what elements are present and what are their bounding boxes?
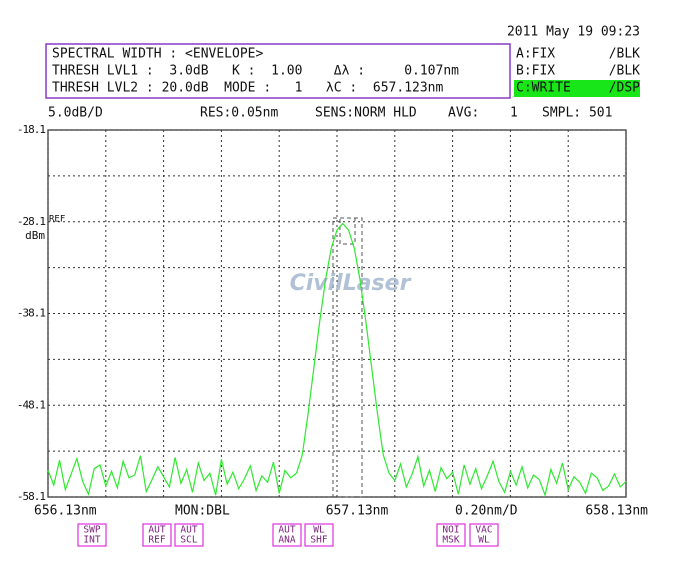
status: SENS:NORM HLD bbox=[315, 106, 417, 121]
softkey-label: AUT bbox=[148, 525, 165, 536]
softkey-label: AUT bbox=[180, 525, 197, 536]
span-label: 0.20nm/D bbox=[455, 504, 518, 519]
x-tick-label: 656.13nm bbox=[34, 504, 97, 519]
status: 5.0dB/D bbox=[48, 106, 103, 121]
info-box bbox=[45, 43, 511, 99]
y-tick-label: -28.1 bbox=[17, 215, 45, 228]
softkey-label: WL bbox=[313, 525, 325, 536]
unit-label: dBm bbox=[25, 229, 45, 242]
softkey-label: WL bbox=[478, 535, 490, 546]
softkey-label: SWP bbox=[83, 525, 100, 536]
info-line: THRESH LVL2 : 20.0dB MODE : 1 λC : 657.1… bbox=[52, 81, 444, 96]
softkey bbox=[436, 523, 466, 547]
softkey bbox=[272, 523, 302, 547]
info-line: THRESH LVL1 : 3.0dB K : 1.00 Δλ : 0.107n… bbox=[52, 64, 459, 79]
info-line: SPECTRAL WIDTH : <ENVELOPE> bbox=[52, 47, 263, 62]
ref-label: REF bbox=[49, 214, 65, 224]
softkey-label: AUT bbox=[278, 525, 295, 536]
status: RES:0.05nm bbox=[200, 106, 278, 121]
softkey-label: MSK bbox=[442, 535, 459, 546]
softkey bbox=[142, 523, 172, 547]
softkey-label: SHF bbox=[310, 535, 327, 546]
softkey bbox=[174, 523, 204, 547]
y-tick-label: -38.1 bbox=[17, 307, 45, 320]
status: AVG: bbox=[448, 106, 479, 121]
trace-mode: /DSP bbox=[609, 81, 640, 96]
y-tick-label: -18.1 bbox=[17, 123, 45, 136]
trace-mode: /BLK bbox=[609, 64, 640, 79]
softkey bbox=[469, 523, 499, 547]
softkey-label: REF bbox=[148, 535, 165, 546]
y-tick-label: -58.1 bbox=[17, 490, 45, 503]
y-tick-label: -48.1 bbox=[17, 398, 45, 411]
watermark: CivilLaser bbox=[290, 271, 412, 296]
x-tick-label: 657.13nm bbox=[326, 504, 389, 519]
softkey-label: NOI bbox=[442, 525, 459, 536]
spectrum-line bbox=[47, 222, 627, 498]
trace-label: C:WRITE bbox=[516, 81, 571, 96]
trace-mode: /BLK bbox=[609, 47, 640, 62]
softkey-label: INT bbox=[83, 535, 100, 546]
softkey-label: VAC bbox=[475, 525, 492, 536]
status: 1 bbox=[510, 106, 518, 121]
date: 2011 May 19 09:23 bbox=[507, 25, 640, 40]
softkey bbox=[77, 523, 107, 547]
softkey-label: SCL bbox=[180, 535, 197, 546]
trace-label: B:FIX bbox=[516, 64, 555, 79]
analysis-marker bbox=[339, 217, 356, 245]
x-tick-label: 658.13nm bbox=[585, 504, 648, 519]
softkey bbox=[304, 523, 334, 547]
trace-label: A:FIX bbox=[516, 47, 555, 62]
trace-highlight bbox=[514, 80, 640, 97]
softkey-label: ANA bbox=[278, 535, 295, 546]
monitor-label: MON:DBL bbox=[175, 504, 230, 519]
status: SMPL: 501 bbox=[542, 106, 612, 121]
